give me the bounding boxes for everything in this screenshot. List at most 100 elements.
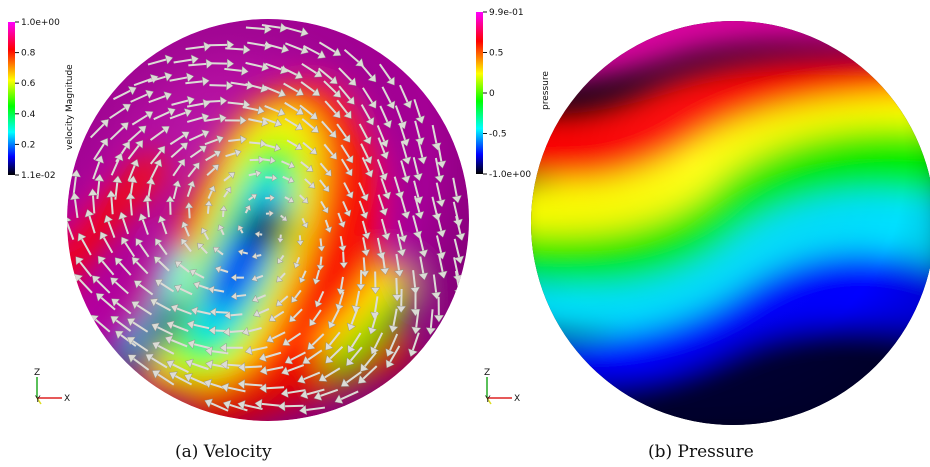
arrow-shaft <box>377 137 386 154</box>
arrow-head <box>321 206 329 214</box>
arrow-shaft <box>138 283 154 296</box>
arrow-shaft <box>415 309 420 328</box>
arrow-shaft <box>304 178 312 186</box>
arrow-head <box>308 181 316 189</box>
arrow-head <box>302 355 311 364</box>
arrow-shaft <box>362 87 374 104</box>
arrow-shaft <box>109 126 125 141</box>
arrow-head <box>436 160 447 169</box>
arrow-shaft <box>256 253 262 258</box>
arrow-head <box>258 352 267 363</box>
arrow-shaft <box>96 279 111 294</box>
arrow-head <box>281 366 290 376</box>
arrow-shaft <box>342 200 349 212</box>
arrow-head <box>367 99 377 109</box>
arrow-shaft <box>358 182 366 196</box>
arrow-head <box>198 145 207 154</box>
arrow-shaft <box>81 238 92 256</box>
arrow-head <box>345 155 354 164</box>
arrow-shaft <box>324 367 341 379</box>
arrow-shaft <box>242 105 259 112</box>
arrow-shaft <box>318 41 336 53</box>
arrow-head <box>269 156 277 165</box>
arrow-head <box>314 300 323 308</box>
arrow-shaft <box>412 215 419 233</box>
arrow-head <box>454 255 465 265</box>
arrow-shaft <box>153 111 170 121</box>
arrow-shaft <box>249 141 261 145</box>
arrow-shaft <box>283 82 299 93</box>
arrow-shaft <box>301 217 306 225</box>
arrow-shaft <box>169 111 187 120</box>
arrow-shaft <box>435 182 442 201</box>
arrow-head <box>388 324 399 333</box>
arrow-head <box>131 256 141 266</box>
arrow-head <box>222 399 232 410</box>
arrow-shaft <box>361 220 368 234</box>
arrow-head <box>367 326 378 335</box>
arrow-shaft <box>188 207 191 219</box>
arrow-shaft <box>127 144 140 160</box>
arrow-head <box>275 299 284 307</box>
colorbar-tick-label: 0.8 <box>21 49 36 59</box>
arrow-head <box>310 124 320 133</box>
arrow-shaft <box>376 125 386 142</box>
arrow-head <box>360 193 369 202</box>
arrow-shaft <box>319 256 323 266</box>
arrow-head <box>103 214 114 224</box>
arrow-head <box>164 335 174 345</box>
arrow-shaft <box>258 308 270 315</box>
arrow-shaft <box>93 143 105 161</box>
arrow-shaft <box>284 117 299 128</box>
arrow-shaft <box>400 141 408 159</box>
arrow-shaft <box>435 235 443 254</box>
arrow-head <box>126 318 136 327</box>
arrow-shaft <box>118 261 132 276</box>
arrow-head <box>122 103 131 113</box>
arrow-head <box>201 129 210 139</box>
arrow-shaft <box>109 107 126 120</box>
arrow-shaft <box>127 129 142 143</box>
arrow-shaft <box>204 117 221 122</box>
velocity-arrows <box>67 22 466 416</box>
arrow-shaft <box>133 77 153 87</box>
arrow-head <box>414 211 425 220</box>
arrow-head <box>436 229 447 238</box>
arrow-shaft <box>127 164 136 182</box>
arrow-head <box>339 262 349 269</box>
arrow-head <box>418 249 429 258</box>
arrow-head <box>127 354 137 364</box>
colorbar-title: velocity Magnitude <box>65 64 75 150</box>
arrow-head <box>295 87 304 96</box>
arrow-shaft <box>414 195 421 213</box>
arrow-shaft <box>312 309 322 322</box>
arrow-shaft <box>223 174 232 182</box>
arrow-head <box>301 221 309 229</box>
arrow-shaft <box>225 152 237 158</box>
colorbar-tick-label: 0.4 <box>21 110 36 120</box>
arrow-shaft <box>350 308 359 326</box>
arrow-shaft <box>306 388 325 396</box>
arrow-shaft <box>339 235 344 247</box>
arrow-shaft <box>248 172 257 177</box>
arrow-shaft <box>112 89 131 101</box>
arrow-head <box>312 277 321 285</box>
arrow-head <box>137 125 147 135</box>
arrow-head <box>277 401 286 412</box>
arrow-head <box>164 71 173 82</box>
arrow-shaft <box>285 42 303 51</box>
arrow-shaft <box>290 351 306 361</box>
arrow-head <box>451 195 462 204</box>
arrow-shaft <box>317 290 325 303</box>
arrow-shaft <box>107 221 116 239</box>
arrow-shaft <box>301 62 318 75</box>
arrow-shaft <box>287 332 302 343</box>
arrow-head <box>181 221 189 229</box>
arrow-head <box>277 107 286 117</box>
arrow-head <box>130 158 140 168</box>
arrow-head <box>151 370 161 379</box>
arrow-shaft <box>156 326 174 336</box>
arrow-shaft <box>157 344 175 355</box>
arrow-shaft <box>400 160 407 178</box>
arrow-shaft <box>414 120 421 139</box>
